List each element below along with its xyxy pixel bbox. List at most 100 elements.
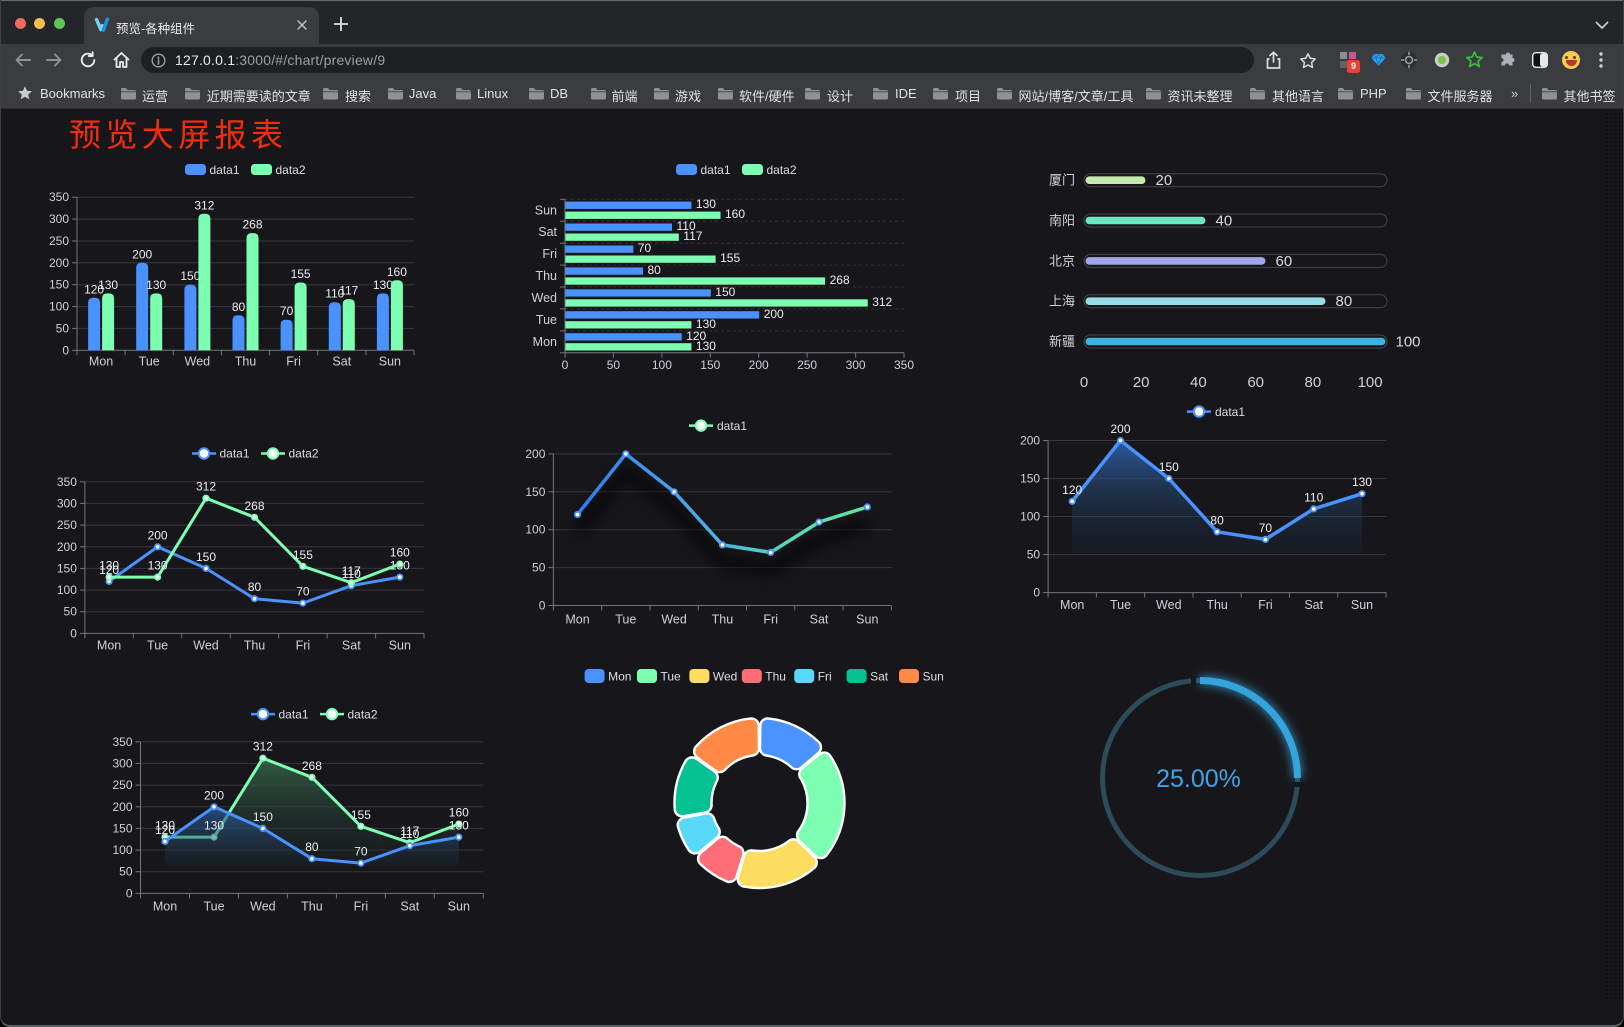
svg-text:110: 110 bbox=[400, 827, 419, 841]
svg-text:50: 50 bbox=[56, 321, 70, 335]
svg-text:100: 100 bbox=[525, 523, 545, 537]
svg-text:0: 0 bbox=[1033, 586, 1040, 600]
svg-text:130: 130 bbox=[373, 278, 393, 292]
svg-text:130: 130 bbox=[98, 278, 118, 292]
svg-text:厦门: 厦门 bbox=[1049, 173, 1075, 188]
svg-text:20: 20 bbox=[1156, 172, 1173, 189]
svg-text:Fri: Fri bbox=[286, 355, 301, 369]
svg-text:50: 50 bbox=[119, 865, 133, 879]
svg-text:120: 120 bbox=[1062, 483, 1082, 497]
svg-text:350: 350 bbox=[57, 475, 77, 489]
svg-text:130: 130 bbox=[449, 819, 469, 833]
svg-text:Wed: Wed bbox=[193, 639, 219, 653]
svg-text:Tue: Tue bbox=[615, 612, 636, 626]
svg-text:Thu: Thu bbox=[712, 612, 734, 626]
svg-text:上海: 上海 bbox=[1049, 294, 1075, 309]
svg-text:268: 268 bbox=[242, 218, 262, 232]
svg-text:130: 130 bbox=[155, 819, 175, 833]
svg-text:40: 40 bbox=[1216, 213, 1233, 230]
svg-text:25.00%: 25.00% bbox=[1156, 765, 1241, 793]
svg-text:160: 160 bbox=[387, 265, 407, 279]
svg-text:250: 250 bbox=[57, 518, 77, 532]
svg-text:Thu: Thu bbox=[301, 900, 323, 914]
svg-text:150: 150 bbox=[196, 550, 216, 564]
svg-text:Tue: Tue bbox=[661, 670, 682, 684]
svg-text:130: 130 bbox=[696, 197, 716, 211]
svg-text:150: 150 bbox=[715, 285, 735, 299]
svg-text:100: 100 bbox=[49, 300, 69, 314]
svg-text:300: 300 bbox=[846, 358, 866, 372]
svg-text:130: 130 bbox=[146, 278, 166, 292]
svg-text:312: 312 bbox=[253, 740, 273, 754]
svg-text:120: 120 bbox=[99, 563, 119, 577]
svg-text:Fri: Fri bbox=[542, 247, 557, 261]
svg-text:160: 160 bbox=[449, 806, 469, 820]
svg-text:data2: data2 bbox=[289, 447, 319, 461]
svg-text:Thu: Thu bbox=[535, 269, 557, 283]
svg-text:150: 150 bbox=[112, 821, 132, 835]
svg-text:0: 0 bbox=[1080, 374, 1088, 391]
svg-text:70: 70 bbox=[354, 845, 368, 859]
svg-text:80: 80 bbox=[305, 840, 319, 854]
svg-text:110: 110 bbox=[1304, 490, 1323, 504]
svg-text:200: 200 bbox=[49, 256, 69, 270]
svg-text:300: 300 bbox=[112, 756, 132, 770]
svg-text:130: 130 bbox=[204, 819, 224, 833]
svg-text:117: 117 bbox=[683, 229, 702, 243]
svg-text:200: 200 bbox=[148, 528, 168, 542]
svg-text:data1: data1 bbox=[701, 163, 731, 177]
svg-text:350: 350 bbox=[49, 190, 69, 204]
svg-text:data1: data1 bbox=[220, 447, 250, 461]
svg-text:110: 110 bbox=[677, 219, 696, 233]
svg-text:Fri: Fri bbox=[354, 900, 369, 914]
svg-text:155: 155 bbox=[351, 808, 371, 822]
svg-text:100: 100 bbox=[112, 843, 132, 857]
svg-text:Thu: Thu bbox=[765, 670, 786, 684]
svg-text:Mon: Mon bbox=[565, 612, 589, 626]
svg-text:0: 0 bbox=[70, 626, 77, 640]
svg-text:Wed: Wed bbox=[1156, 598, 1182, 612]
svg-text:Wed: Wed bbox=[532, 291, 558, 305]
svg-text:150: 150 bbox=[1020, 472, 1040, 486]
svg-text:150: 150 bbox=[57, 561, 77, 575]
svg-text:155: 155 bbox=[291, 267, 311, 281]
svg-text:150: 150 bbox=[525, 485, 545, 499]
svg-text:312: 312 bbox=[872, 295, 892, 309]
svg-text:70: 70 bbox=[296, 585, 310, 599]
svg-text:312: 312 bbox=[196, 480, 216, 494]
svg-text:200: 200 bbox=[112, 800, 132, 814]
svg-text:100: 100 bbox=[1020, 510, 1040, 524]
svg-text:100: 100 bbox=[57, 583, 77, 597]
svg-text:Fri: Fri bbox=[763, 612, 778, 626]
svg-text:150: 150 bbox=[49, 278, 69, 292]
svg-text:110: 110 bbox=[342, 567, 361, 581]
svg-text:data1: data1 bbox=[210, 163, 240, 177]
svg-text:Sat: Sat bbox=[538, 225, 557, 239]
svg-text:Wed: Wed bbox=[661, 612, 687, 626]
svg-text:Mon: Mon bbox=[89, 355, 113, 369]
svg-text:250: 250 bbox=[112, 778, 132, 792]
svg-text:Thu: Thu bbox=[235, 355, 257, 369]
svg-text:117: 117 bbox=[339, 284, 358, 298]
svg-text:60: 60 bbox=[1276, 253, 1293, 270]
svg-text:Sat: Sat bbox=[400, 900, 419, 914]
svg-text:200: 200 bbox=[749, 358, 769, 372]
svg-text:70: 70 bbox=[638, 241, 652, 255]
svg-text:120: 120 bbox=[686, 329, 706, 343]
svg-text:150: 150 bbox=[1159, 460, 1179, 474]
svg-text:data2: data2 bbox=[767, 163, 797, 177]
svg-text:160: 160 bbox=[390, 546, 410, 560]
svg-text:80: 80 bbox=[1210, 513, 1224, 527]
svg-text:Tue: Tue bbox=[536, 313, 557, 327]
svg-text:80: 80 bbox=[1336, 293, 1353, 310]
svg-text:Sun: Sun bbox=[389, 639, 411, 653]
svg-text:Sat: Sat bbox=[870, 670, 889, 684]
svg-text:250: 250 bbox=[49, 234, 69, 248]
svg-text:268: 268 bbox=[830, 273, 850, 287]
svg-text:300: 300 bbox=[49, 212, 69, 226]
svg-text:200: 200 bbox=[764, 307, 784, 321]
svg-text:Sat: Sat bbox=[810, 612, 829, 626]
svg-text:60: 60 bbox=[1247, 374, 1264, 391]
svg-text:150: 150 bbox=[253, 810, 273, 824]
svg-text:Tue: Tue bbox=[139, 355, 160, 369]
